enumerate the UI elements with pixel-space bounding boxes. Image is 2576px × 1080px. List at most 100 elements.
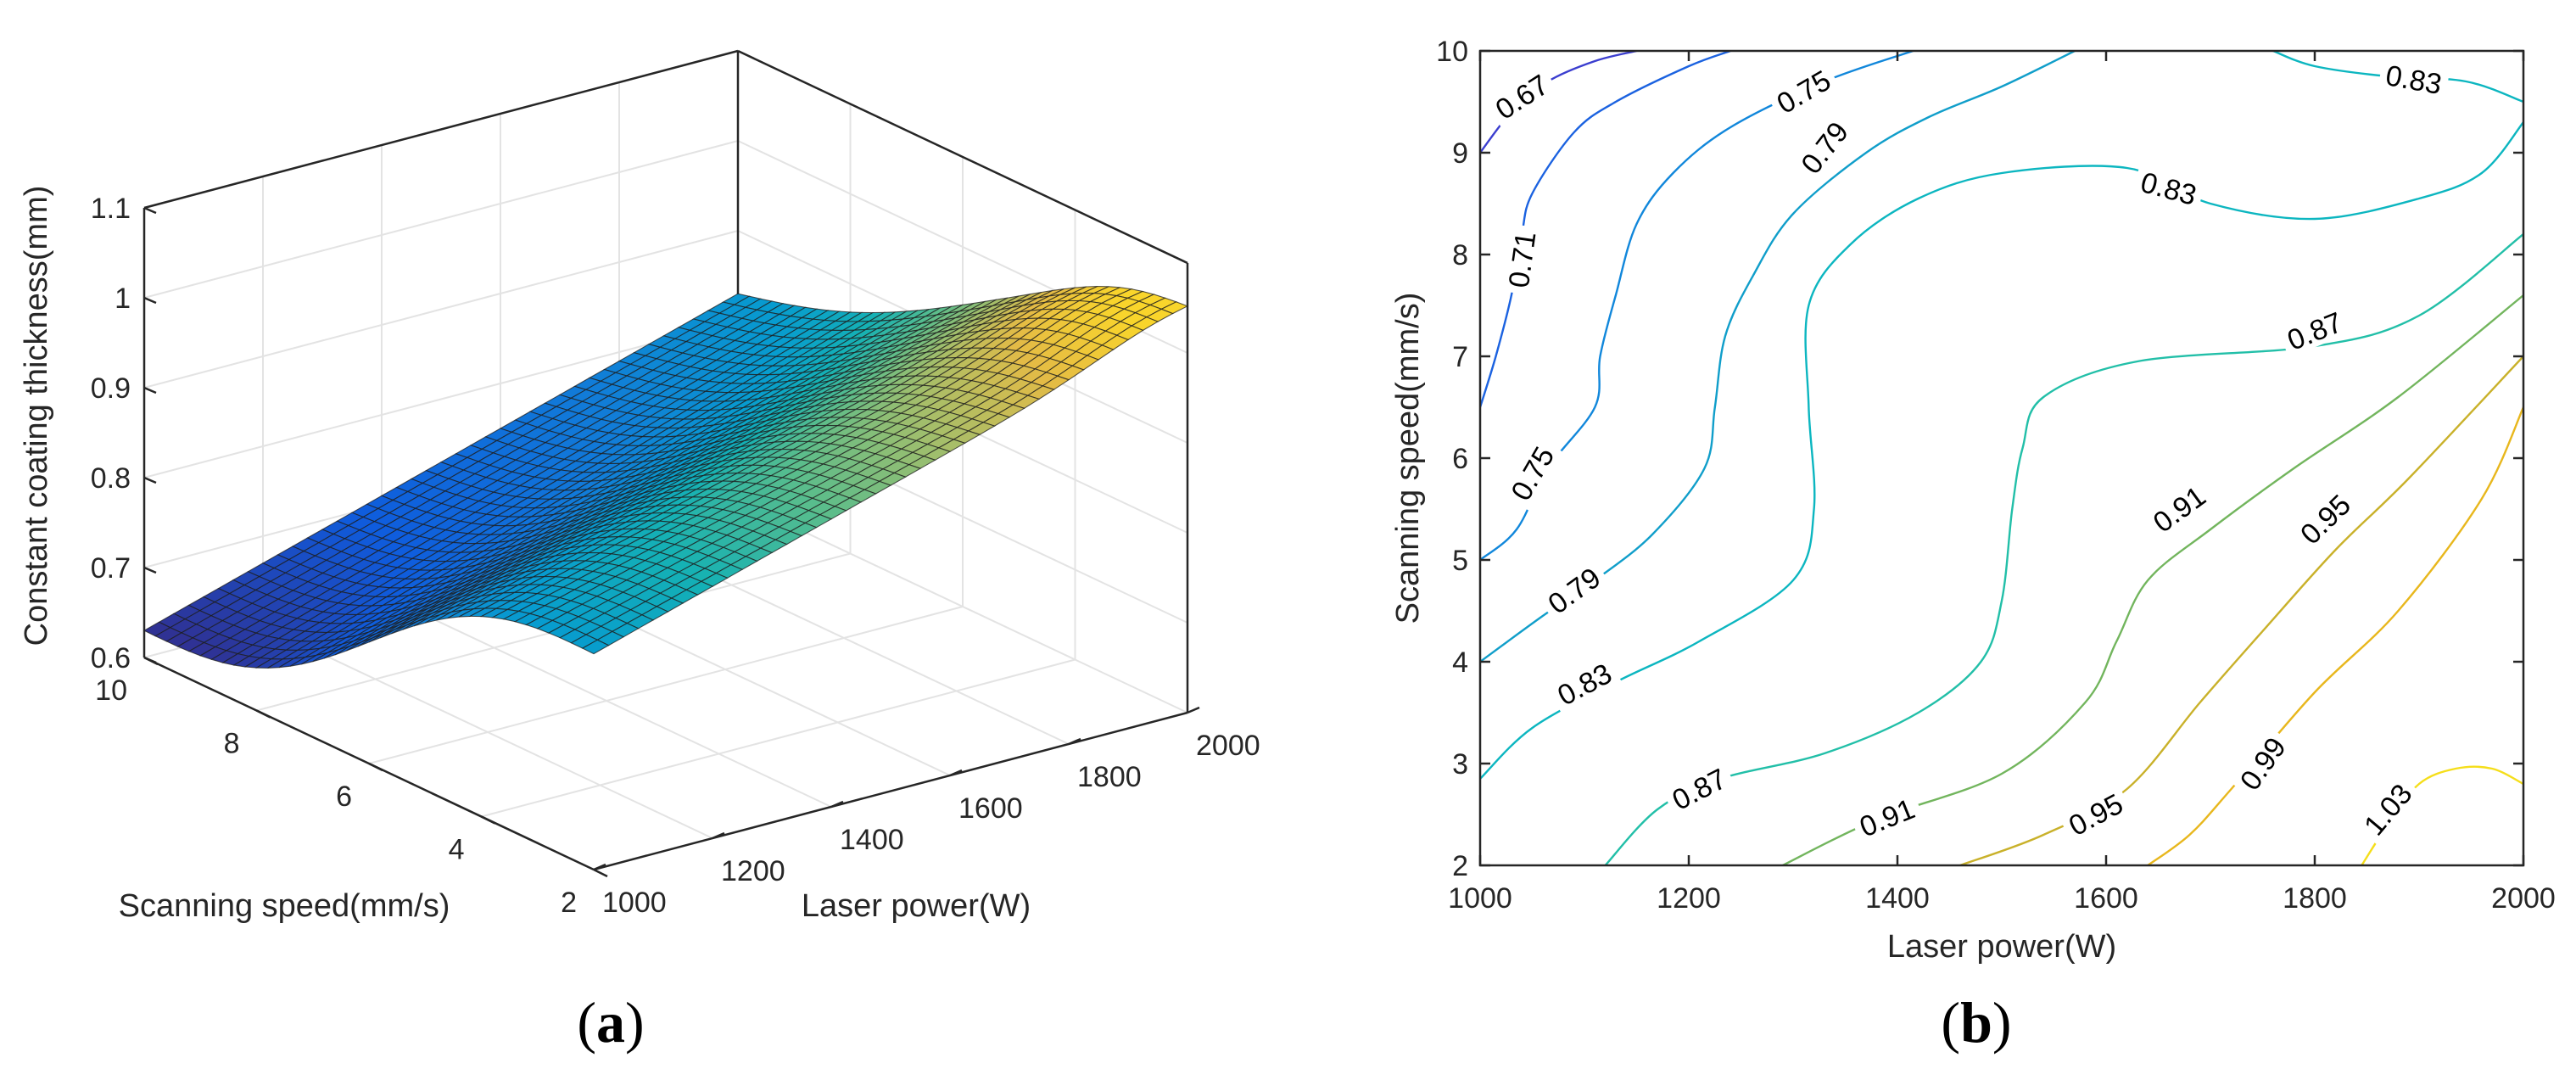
back-wall-gridline [143,320,739,478]
surface-mesh [142,285,1189,669]
y-tick-label: 9 [1452,137,1468,170]
x-tick-label: 1600 [958,792,1023,825]
contour-label-bg [2057,781,2133,844]
panel-label-close: ) [1992,990,2012,1055]
x-tick-mark [1068,737,1081,746]
contour-label-bg [1499,434,1563,511]
y-tick-label: 4 [1452,646,1468,679]
x-tick-label: 2000 [2491,882,2556,915]
contour-label-group: 0.87 [1660,757,1737,819]
z-tick-label: 1 [115,283,131,315]
panel-label-open: ( [577,990,596,1055]
contour-axes-box [1478,49,2525,867]
contour-line [1959,355,2523,865]
z-tick-label: 1.1 [91,193,131,225]
floor-gridline [368,606,964,764]
contour-label-group: 0.71 [1498,223,1543,296]
contour-line [1480,121,2523,780]
contour-label-group: 0.83 [1545,652,1622,714]
contour-label-group: 0.87 [2276,300,2352,358]
z-tick-mark [143,206,157,215]
x-tick-label: 1400 [1865,882,1930,915]
surface-patch [581,639,610,655]
contour-label-group: 0.91 [1848,787,1925,845]
contour-label-bg [2288,482,2361,554]
y-tick-label: 6 [336,781,352,813]
contour-lines: 0.670.710.750.750.790.790.830.830.830.87… [1480,51,2523,865]
x-tick-label: 1200 [721,855,785,887]
surface-plot-panel: 1000 1200 1400 1600 1800 2000 2 4 6 8 100.6 0.7 0.8 0… [19,49,1260,1055]
y-tick-label: 8 [224,728,240,760]
y-tick-label: 4 [449,834,465,866]
x-axis-title: Laser power(W) [1887,929,2116,965]
panel-label-open: ( [1941,990,1960,1055]
x-tick-mark [593,863,606,871]
y-tick-label: 2 [1452,850,1468,882]
y-tick-label: 7 [1452,341,1468,373]
y-axis-title: Scanning speed(mm/s) [1390,293,1426,624]
contour-label-group: 1.03 [2351,771,2422,846]
contour-label-bg [2351,771,2422,846]
x-tick-label: 1200 [1657,882,1721,915]
contour-label-bg [1545,652,1622,714]
contour-label-group: 0.67 [1483,62,1559,128]
y-tick-label: 3 [1452,748,1468,781]
x-tick-mark [1187,706,1200,714]
contour-axes-text: 1000 1200 1400 1600 1800 2000 2 3 4 5 6 7 8 9 10 Laser … [1390,36,2556,1055]
contour-label-bg [1660,757,1737,819]
x-tick-label: 1800 [1077,761,1142,793]
panel-label-letter: b [1960,990,1992,1055]
back-wall-gridline [143,230,739,389]
contour-label: 0.91 [1855,793,1919,844]
contour-label-bg [1535,555,1611,624]
contour-line [2147,406,2523,865]
panel-label-letter: a [596,990,625,1055]
contour-label-group: 0.83 [2378,54,2451,101]
contour-line [1480,51,2076,663]
z-tick-label: 0.7 [91,552,131,585]
y-tick-mark [480,815,496,825]
back-wall-gridline [143,140,739,299]
contour-label-group: 0.75 [1499,434,1563,511]
surface-axes-front [143,206,1200,878]
y-tick-label: 10 [1436,36,1468,68]
panel-label-b: (b) [1941,990,2011,1055]
back-edge [737,49,1188,265]
x-axis-title: Laser power(W) [802,888,1031,924]
contour-group: 0.670.710.750.750.790.790.830.830.830.87… [1480,51,2523,865]
y-tick-label: 5 [1452,545,1468,577]
y-tick-mark [593,868,608,878]
z-tick-label: 0.9 [91,372,131,405]
y-tick-label: 10 [95,674,127,707]
x-tick-label: 1000 [602,887,667,919]
z-tick-mark [143,386,157,395]
contour-label-bg [1483,62,1559,128]
contour-label-bg [1498,223,1542,296]
x-tick-label: 1000 [1448,882,1512,915]
x-tick-label: 1600 [2074,882,2138,915]
z-tick-mark [143,566,157,574]
x-tick-label: 1800 [2283,882,2347,915]
y-tick-mark [368,762,383,772]
contour-label: 0.83 [2137,166,2200,212]
contour-label-bg [2140,473,2216,542]
x-tick-mark [712,831,725,840]
z-tick-mark [143,656,157,664]
panel-label-a: (a) [577,990,644,1055]
contour-line [1480,51,1731,408]
contour-label-bg [1788,109,1858,184]
contour-label-bg [2227,725,2295,801]
back-edge [143,49,739,210]
contour-label-group: 0.83 [2132,161,2207,212]
z-tick-label: 0.8 [91,462,131,495]
x-axis-line [593,711,1188,871]
contour-line [1604,233,2523,865]
contour-label: 0.87 [2283,306,2348,357]
z-tick-mark [143,476,157,484]
x-tick-mark [949,769,963,777]
contour-plot-panel: 0.670.710.750.750.790.790.830.830.830.87… [1390,36,2556,1055]
contour-label: 0.71 [1503,230,1543,290]
z-tick-label: 0.6 [91,642,131,674]
panel-label-close: ) [625,990,645,1055]
